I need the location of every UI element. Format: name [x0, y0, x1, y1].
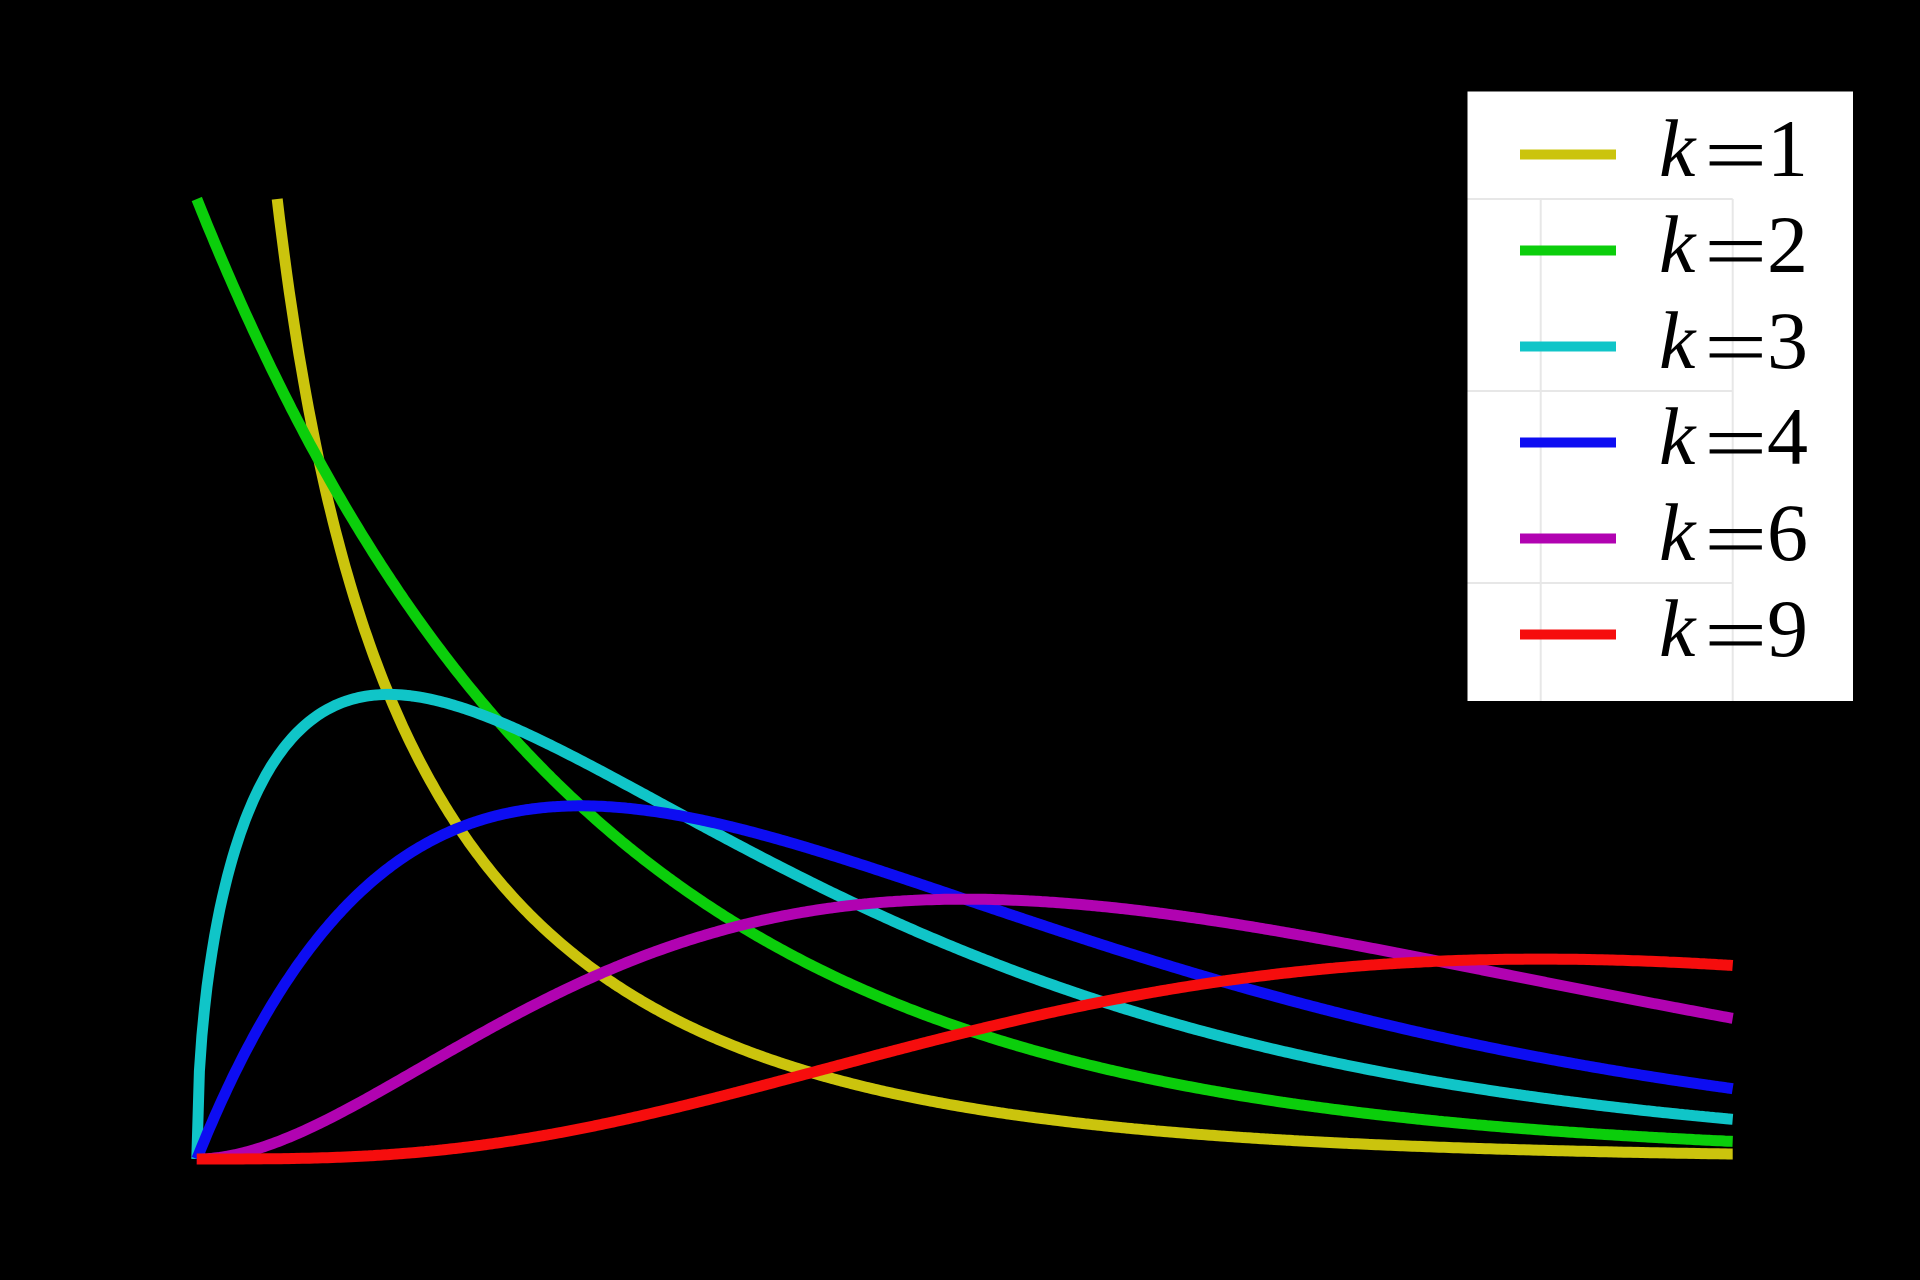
- svg-text:4: 4: [1767, 391, 1808, 482]
- svg-text:=: =: [1704, 110, 1767, 201]
- svg-text:k: k: [1659, 295, 1697, 386]
- svg-text:9: 9: [1767, 583, 1808, 674]
- svg-text:3: 3: [1767, 295, 1808, 386]
- svg-text:=: =: [1704, 590, 1767, 681]
- svg-text:1: 1: [1767, 103, 1808, 194]
- svg-text:k: k: [1659, 199, 1697, 290]
- svg-text:k: k: [1659, 583, 1697, 674]
- svg-text:=: =: [1704, 494, 1767, 585]
- svg-text:=: =: [1704, 302, 1767, 393]
- svg-text:6: 6: [1767, 487, 1808, 578]
- svg-text:k: k: [1659, 487, 1697, 578]
- svg-text:=: =: [1704, 398, 1767, 489]
- svg-text:=: =: [1704, 206, 1767, 297]
- svg-text:2: 2: [1767, 199, 1808, 290]
- svg-text:k: k: [1659, 103, 1697, 194]
- svg-text:k: k: [1659, 391, 1697, 482]
